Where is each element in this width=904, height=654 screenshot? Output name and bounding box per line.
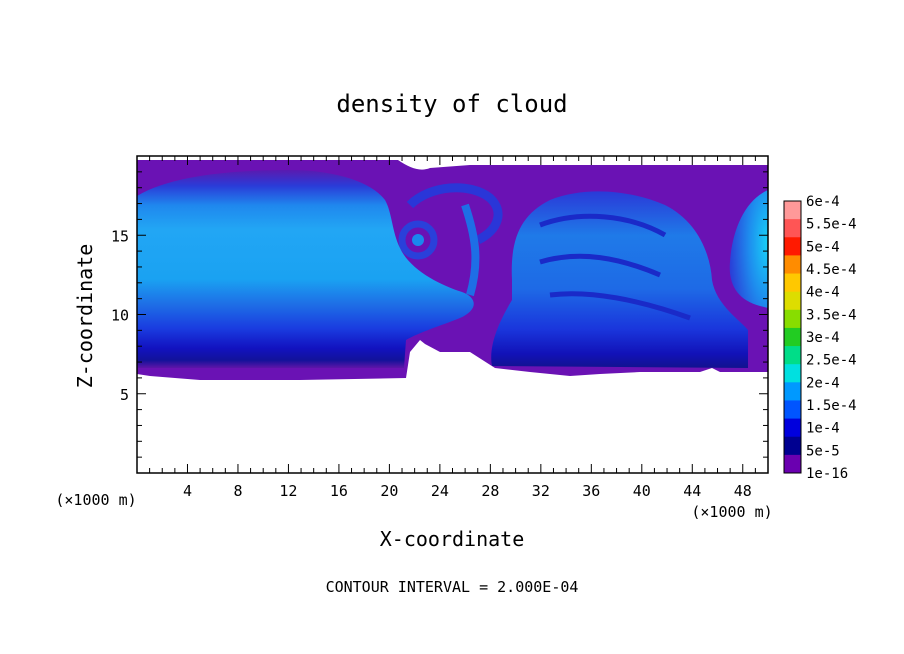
x-tick-label: 28	[481, 482, 499, 500]
left-cloud	[137, 170, 474, 368]
colorbar-frame	[783, 200, 802, 474]
colorbar-swatch	[784, 436, 801, 456]
colorbar-swatch	[784, 382, 801, 401]
colorbar-label: 1.5e-4	[806, 398, 857, 414]
right-edge-cloud	[729, 190, 768, 308]
colorbar-label: 3.5e-4	[806, 307, 857, 323]
x-tick-label: 48	[734, 482, 752, 500]
colorbar-label: 2e-4	[806, 375, 840, 391]
colorbar-swatch	[784, 346, 801, 365]
colorbar-label: 3e-4	[806, 330, 840, 346]
x-tick-label: 4	[183, 482, 192, 500]
chart-title: density of cloud	[336, 90, 567, 118]
colorbar-label: 4.5e-4	[806, 262, 857, 278]
x-axis-unit: (×1000 m)	[691, 503, 772, 521]
x-tick-label: 32	[532, 482, 550, 500]
colorbar-label: 2.5e-4	[806, 353, 857, 369]
colorbar-swatch	[784, 418, 801, 438]
x-tick-label: 12	[279, 482, 297, 500]
y-tick-label: 5	[120, 386, 129, 404]
colorbar-swatch	[784, 219, 801, 238]
colorbar-swatch	[784, 255, 801, 275]
contour-interval-note: CONTOUR INTERVAL = 2.000E-04	[326, 578, 579, 596]
density-field	[137, 160, 768, 380]
colorbar-swatch	[784, 291, 801, 311]
x-tick-label: 40	[633, 482, 651, 500]
colorbar-label: 1e-4	[806, 421, 840, 437]
x-tick-label: 24	[431, 482, 449, 500]
right-cloud	[491, 191, 748, 368]
y-axis-unit: (×1000 m)	[55, 491, 136, 509]
x-tick-label: 44	[683, 482, 701, 500]
colorbar-label: 5e-4	[806, 239, 840, 255]
colorbar-swatch	[784, 273, 801, 293]
colorbar-label: 5.5e-4	[806, 217, 857, 233]
y-axis-label: Z-coordinate	[73, 244, 97, 389]
colorbar-swatch	[784, 364, 801, 383]
x-tick-label: 16	[330, 482, 348, 500]
colorbar-label: 4e-4	[806, 285, 840, 301]
y-tick-label: 10	[111, 307, 129, 325]
y-tick-label: 15	[111, 227, 129, 245]
right-cloud-streaks	[539, 213, 691, 321]
colorbar-label: 5e-5	[806, 443, 840, 459]
x-tick-label: 8	[233, 482, 242, 500]
colorbar-label: 1e-16	[806, 466, 848, 482]
colorbar-label: 6e-4	[806, 194, 840, 210]
vortex	[398, 183, 503, 297]
colorbar-swatch	[784, 454, 801, 474]
colorbar-swatch	[784, 400, 801, 420]
x-tick-label: 36	[582, 482, 600, 500]
x-tick-label: 20	[380, 482, 398, 500]
colorbar-swatch	[784, 201, 801, 220]
colorbar-swatch	[784, 237, 801, 256]
colorbar-swatch	[784, 327, 801, 347]
colorbar: 6e-4 5.5e-4 5e-4 4.5e-4 4e-4 3.5e-4 3e-4 2.5e-4…	[783, 194, 857, 482]
colorbar-swatch	[784, 309, 801, 329]
x-axis-label: X-coordinate	[380, 527, 525, 551]
